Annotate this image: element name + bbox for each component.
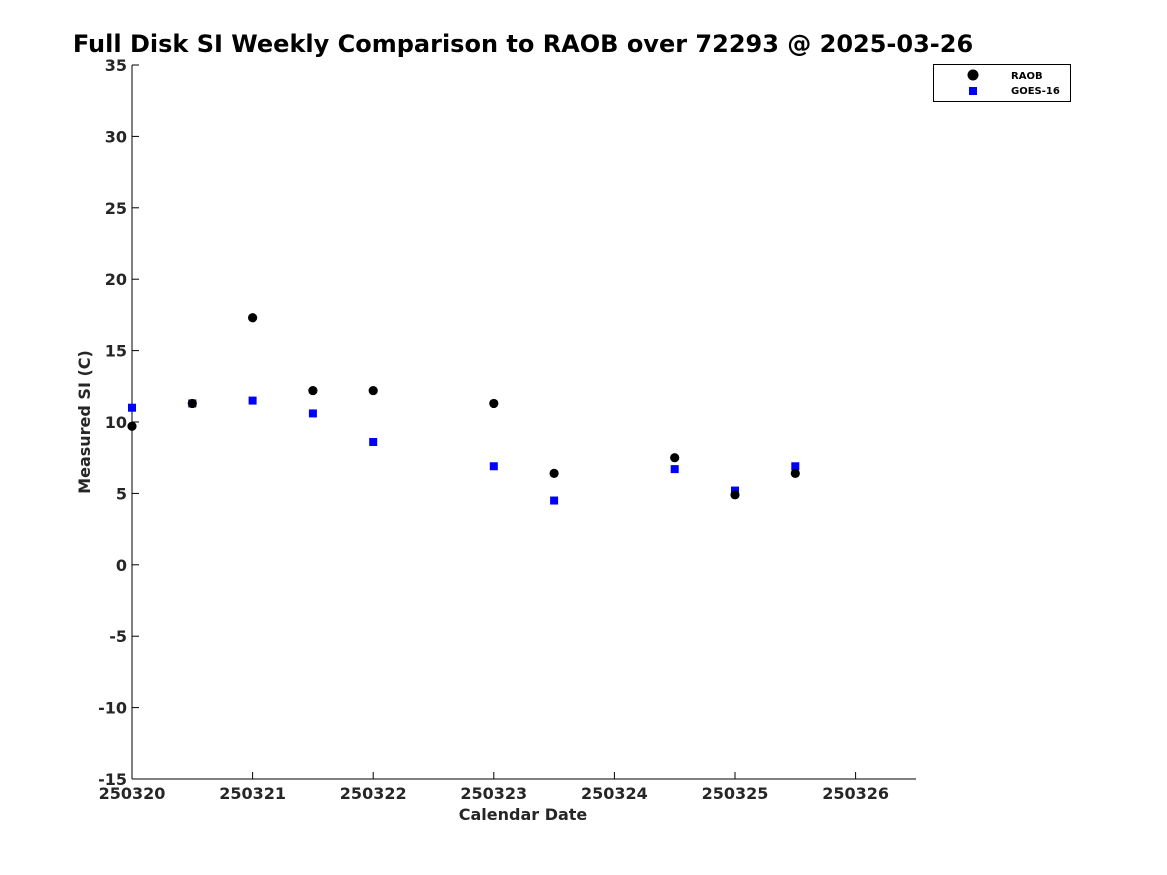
y-tick-label: -15: [98, 770, 127, 789]
legend-label-goes16: GOES-16: [1011, 86, 1060, 97]
x-tick-label: 250320: [99, 784, 166, 803]
goes16-point: [248, 396, 257, 405]
goes16-point: [489, 462, 498, 471]
raob-point: [489, 398, 499, 409]
x-tick-label: 250321: [219, 784, 286, 803]
y-tick-label: -5: [109, 627, 127, 646]
y-tick-label: 5: [116, 484, 127, 503]
goes16-point: [308, 409, 317, 418]
y-axis-label: Measured SI (C): [75, 350, 94, 494]
legend-marker-goes16: [969, 87, 977, 95]
raob-point: [187, 398, 197, 409]
legend-label-raob: RAOB: [1011, 71, 1043, 82]
y-tick-label: 0: [116, 556, 127, 575]
raob-point: [670, 453, 680, 463]
y-tick-label: 10: [105, 413, 127, 432]
raob-point: [790, 468, 800, 479]
x-axis-label: Calendar Date: [459, 805, 588, 824]
x-tick-label: 250324: [581, 784, 648, 803]
goes16-point: [550, 496, 559, 505]
y-tick-label: 35: [105, 56, 127, 75]
y-tick-label: -10: [98, 699, 127, 718]
raob-point: [248, 313, 258, 323]
goes16-point: [670, 465, 679, 474]
goes16-point: [369, 437, 378, 446]
raob-point: [549, 468, 559, 479]
x-tick-label: 250325: [702, 784, 769, 803]
raob-point: [730, 490, 740, 500]
data-points: [127, 313, 800, 505]
y-tick-label: 20: [105, 270, 127, 289]
x-tick-label: 250323: [460, 784, 527, 803]
x-ticks: 250320 250321 250322 250323 250324 250325 2503…: [99, 772, 889, 803]
y-ticks: -15 -10 -5 0 5 10 15 20 25 30 35: [98, 56, 139, 789]
raob-point: [127, 421, 137, 431]
plot-axes: [131, 65, 916, 780]
raob-point: [308, 385, 318, 396]
y-tick-label: 25: [105, 199, 127, 218]
legend: RAOB GOES-16: [933, 64, 1071, 102]
x-tick-label: 250322: [340, 784, 407, 803]
legend-box: [933, 64, 1071, 102]
goes16-point: [128, 403, 136, 412]
goes16-point: [791, 462, 800, 471]
legend-marker-raob: [967, 69, 979, 81]
chart-title: Full Disk SI Weekly Comparison to RAOB o…: [73, 30, 973, 58]
x-tick-label: 250326: [822, 784, 889, 803]
y-tick-label: 15: [105, 342, 127, 361]
y-tick-label: 30: [105, 127, 127, 146]
raob-point: [368, 385, 378, 396]
